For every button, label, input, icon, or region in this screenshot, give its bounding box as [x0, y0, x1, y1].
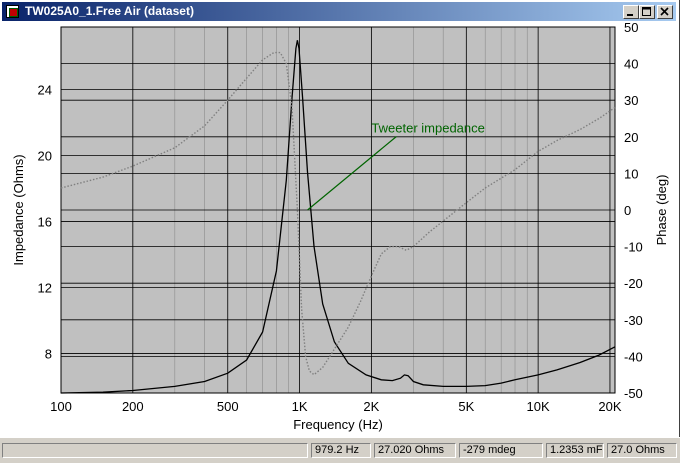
y2-tick-label: 50	[624, 20, 638, 35]
y2-tick-label: 10	[624, 166, 638, 181]
app-icon[interactable]	[6, 5, 19, 18]
status-phase: -279 mdeg	[459, 443, 543, 458]
close-button[interactable]	[657, 5, 673, 19]
y2-tick-label: -10	[624, 240, 643, 255]
y2-tick-label: 20	[624, 130, 638, 145]
x-tick-label: 200	[122, 399, 144, 414]
minimize-icon	[627, 14, 633, 16]
dataset-window: TW025A0_1.Free Air (dataset) Tweeter imp…	[0, 0, 680, 437]
maximize-button[interactable]	[639, 5, 655, 19]
y2-tick-label: -50	[624, 386, 643, 401]
title-bar[interactable]: TW025A0_1.Free Air (dataset)	[2, 2, 676, 21]
y2-tick-label: 0	[624, 203, 631, 218]
y2-axis-title: Phase (deg)	[654, 175, 669, 246]
window-title: TW025A0_1.Free Air (dataset)	[25, 4, 194, 18]
impedance-curve	[60, 40, 616, 394]
x-tick-label: 5K	[458, 399, 474, 414]
x-tick-label: 20K	[598, 399, 621, 414]
y2-tick-label: -20	[624, 276, 643, 291]
x-tick-label: 10K	[527, 399, 550, 414]
y-tick-label: 20	[38, 149, 52, 164]
y2-tick-label: -30	[624, 313, 643, 328]
y2-tick-label: 30	[624, 93, 638, 108]
status-magnitude: 27.0 Ohms	[607, 443, 677, 458]
status-impedance: 27.020 Ohms	[374, 443, 456, 458]
plot-frame	[60, 26, 616, 394]
y2-tick-label: -40	[624, 349, 643, 364]
y-axis-title: Impedance (Ohms)	[11, 154, 26, 265]
y2-tick-label: 40	[624, 57, 638, 72]
status-cell-blank	[2, 443, 308, 458]
annotation-label: Tweeter impedance	[371, 121, 484, 136]
minimize-button[interactable]	[623, 5, 639, 19]
y-tick-label: 24	[38, 83, 52, 98]
maximize-icon	[642, 7, 651, 16]
y-tick-label: 16	[38, 215, 52, 230]
annotation-leader-line	[307, 136, 397, 211]
x-axis-title: Frequency (Hz)	[293, 417, 383, 432]
phase-curve	[60, 51, 616, 376]
x-tick-label: 1K	[292, 399, 308, 414]
close-icon	[660, 7, 669, 16]
status-frequency: 979.2 Hz	[311, 443, 371, 458]
x-tick-label: 500	[217, 399, 239, 414]
x-tick-label: 100	[50, 399, 72, 414]
status-capacitance: 1.2353 mF	[546, 443, 604, 458]
status-bar: 979.2 Hz 27.020 Ohms -279 mdeg 1.2353 mF…	[0, 437, 680, 463]
y-tick-label: 12	[38, 280, 52, 295]
y-tick-label: 8	[45, 346, 52, 361]
x-tick-label: 2K	[363, 399, 379, 414]
